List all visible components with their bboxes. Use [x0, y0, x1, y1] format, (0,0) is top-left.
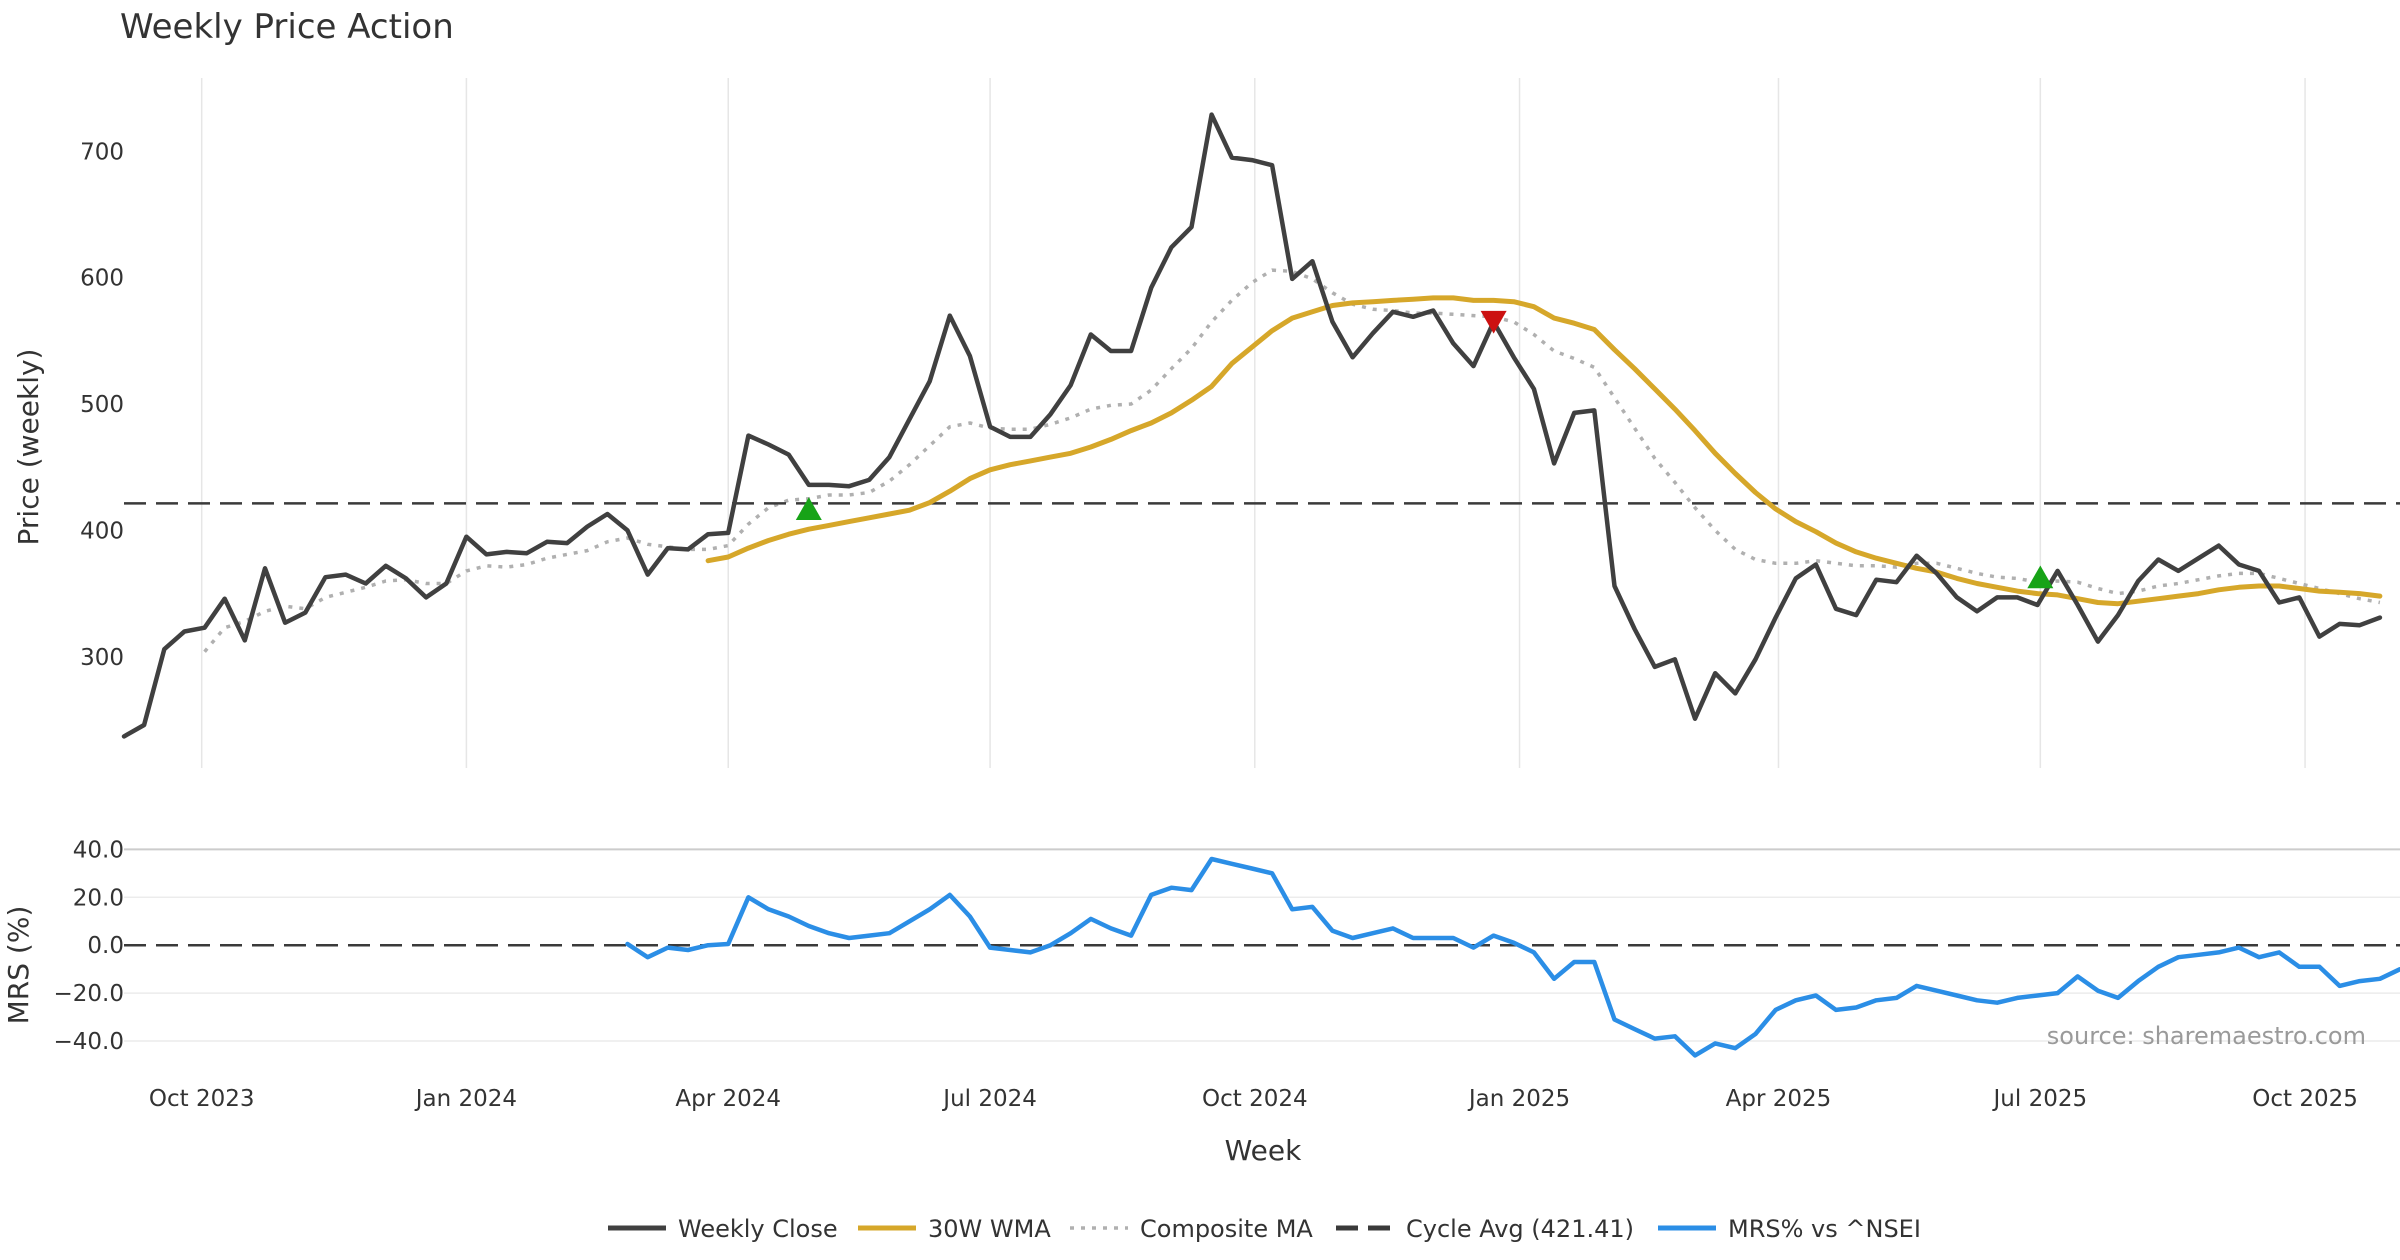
mrs-y-tick-label: 40.0	[73, 837, 124, 863]
legend-label: Weekly Close	[678, 1215, 838, 1243]
x-tick-label: Jul 2024	[941, 1086, 1037, 1112]
x-tick-label: Apr 2025	[1726, 1086, 1832, 1112]
legend-label: Cycle Avg (421.41)	[1406, 1215, 1634, 1243]
price-y-tick-label: 600	[80, 266, 124, 292]
x-tick-label: Jan 2024	[414, 1086, 517, 1112]
legend: Weekly Close 30W WMA Composite MA Cycle Avg…	[608, 1215, 1921, 1243]
price-panel: 300 400 500 600 700 Price (weekly)	[12, 78, 2400, 768]
mrs-y-tick-label: −40.0	[54, 1029, 124, 1055]
buy-signal-marker	[795, 497, 822, 520]
price-y-axis-label: Price (weekly)	[12, 349, 45, 546]
sell-signal-marker	[1480, 310, 1507, 334]
x-tick-label: Apr 2024	[675, 1086, 781, 1112]
price-y-tick-label: 500	[80, 392, 124, 418]
30w-wma-line	[705, 295, 2383, 607]
legend-label: 30W WMA	[928, 1215, 1051, 1243]
mrs-y-tick-label: 20.0	[73, 885, 124, 911]
legend-label: Composite MA	[1140, 1215, 1313, 1243]
x-tick-label: Oct 2023	[149, 1086, 255, 1112]
x-axis-label: Week	[1225, 1134, 1302, 1167]
mrs-panel: 40.0 20.0 0.0 −20.0 −40.0 MRS (%) source: sh…	[2, 837, 2400, 1058]
price-y-tick-label: 700	[80, 139, 124, 165]
legend-label: MRS% vs ^NSEI	[1728, 1215, 1921, 1243]
mrs-vs-nsei-line	[625, 856, 2400, 1058]
mrs-y-tick-label: 0.0	[87, 933, 124, 959]
source-note: source: sharemaestro.com	[2047, 1022, 2366, 1050]
mrs-y-tick-label: −20.0	[54, 981, 124, 1007]
price-y-tick-label: 400	[80, 518, 124, 544]
x-tick-label: Oct 2024	[1202, 1086, 1308, 1112]
price-y-tick-label: 300	[80, 645, 124, 671]
x-tick-label: Jan 2025	[1467, 1086, 1570, 1112]
buy-signal-marker	[2027, 565, 2054, 589]
weekly-close-line	[121, 112, 2383, 739]
chart-title: Weekly Price Action	[120, 7, 454, 47]
mrs-y-axis-label: MRS (%)	[2, 906, 35, 1025]
x-tick-label: Jul 2025	[1992, 1086, 2088, 1112]
x-tick-label: Oct 2025	[2252, 1086, 2358, 1112]
